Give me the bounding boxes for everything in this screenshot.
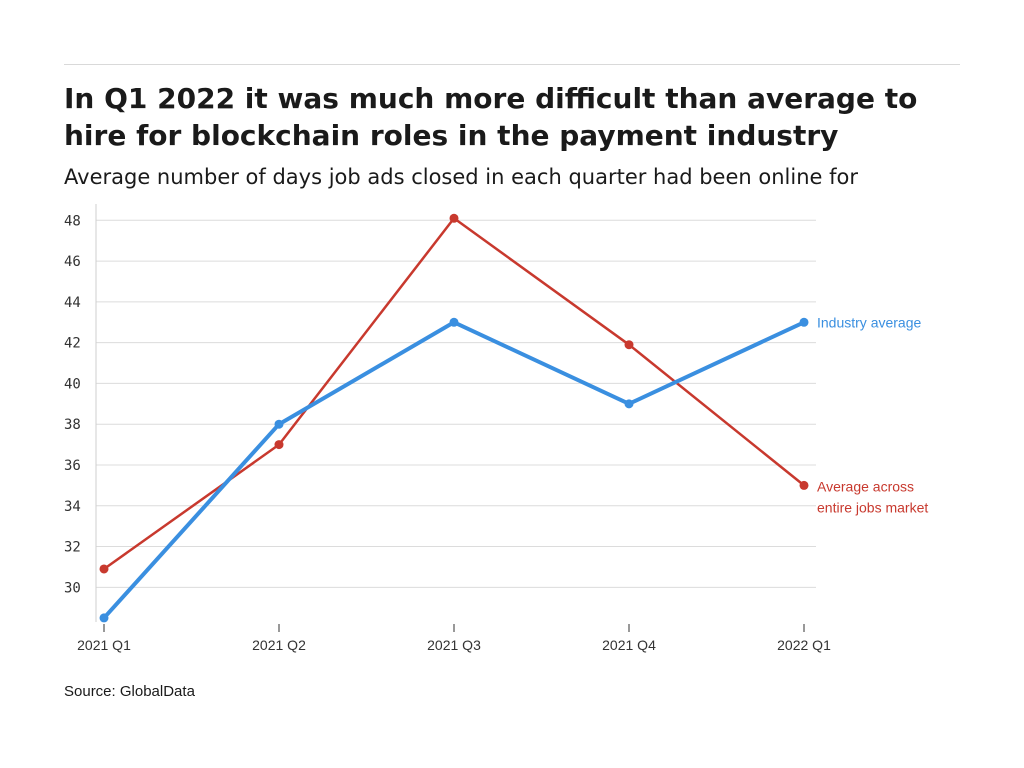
chart-subtitle: Average number of days job ads closed in…	[64, 165, 858, 189]
y-tick-label: 30	[64, 580, 81, 596]
series	[99, 213, 809, 623]
industry-average-point	[99, 613, 109, 623]
y-tick-label: 40	[64, 376, 81, 392]
industry-average-point	[799, 317, 809, 327]
y-tick-label: 46	[64, 254, 81, 270]
jobs-market-average-point	[99, 564, 109, 574]
jobs-market-average-point	[449, 213, 459, 223]
source-note: Source: GlobalData	[64, 683, 195, 700]
y-tick-label: 34	[64, 499, 81, 515]
y-tick-label: 38	[64, 417, 81, 433]
jobs-market-average-line	[102, 217, 806, 571]
x-tick-label: 2021 Q3	[427, 637, 481, 653]
jobs-market-average-point	[624, 340, 634, 350]
industry-average-point	[274, 419, 284, 429]
y-tick-label: 44	[64, 295, 81, 311]
jobs-market-average-label: Average across	[817, 478, 914, 494]
x-tick-label: 2022 Q1	[777, 637, 831, 653]
industry-average-label: Industry average	[817, 314, 921, 330]
gridlines	[96, 219, 816, 588]
jobs-market-average-label: entire jobs market	[817, 499, 928, 515]
chart-title: In Q1 2022 it was much more difficult th…	[64, 82, 918, 152]
jobs-market-average-point	[274, 440, 284, 450]
axes: 30 32 34 36 38 40 42 44 46 48 2021 Q1 2021 Q2 2021 Q…	[64, 204, 831, 653]
y-tick-label: 36	[64, 458, 81, 474]
y-tick-label: 48	[64, 213, 81, 229]
y-tick-label: 42	[64, 336, 81, 352]
industry-average-point	[449, 317, 459, 327]
x-tick-label: 2021 Q1	[77, 637, 131, 653]
x-tick-label: 2021 Q4	[602, 637, 656, 653]
industry-average-point	[624, 399, 634, 409]
series-labels: Industry average Average across entire job…	[817, 314, 928, 515]
industry-average-line	[102, 320, 806, 620]
top-divider	[64, 64, 960, 65]
x-tick-label: 2021 Q2	[252, 637, 306, 653]
jobs-market-average-point	[799, 480, 809, 490]
y-tick-label: 32	[64, 540, 81, 556]
